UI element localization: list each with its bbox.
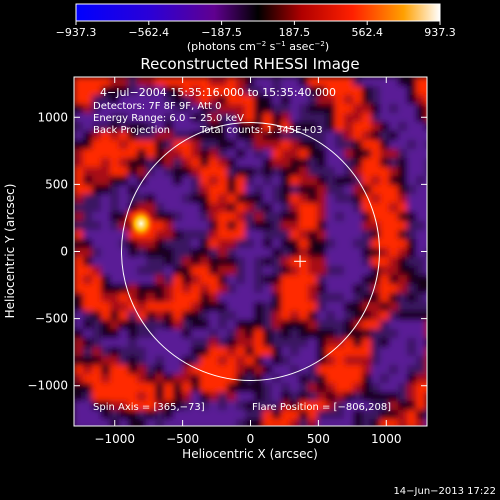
colorbar-tick-label: 187.5	[279, 26, 311, 39]
chart-title: Reconstructed RHESSI Image	[140, 55, 359, 73]
annotation-counts: Total counts: 1.345E+03	[199, 125, 323, 136]
y-tick-label: 500	[45, 177, 68, 191]
x-tick-label: 1000	[371, 432, 402, 446]
annotation-detectors: Detectors: 7F 8F 9F, Att 0	[93, 101, 221, 112]
x-tick-label: −1000	[94, 432, 135, 446]
colorbar-tick-label: −562.4	[128, 26, 169, 39]
annotation-spin-axis: Spin Axis = [365,−73]	[93, 402, 205, 413]
colorbar-tick-label: 937.3	[424, 26, 456, 39]
annotation-time-range: 4−Jul−2004 15:35:16.000 to 15:35:40.000	[100, 86, 336, 99]
y-axis-ticks: −1000 −500 0 500 1000	[27, 110, 427, 393]
y-tick-label: 0	[60, 245, 68, 259]
y-tick-label: −1000	[27, 379, 68, 393]
colorbar-unit: (photons cm−2 s−1 asec−2)	[187, 40, 329, 53]
y-tick-label: 1000	[37, 110, 68, 124]
colorbar	[75, 3, 441, 22]
colorbar-ticks: −937.3 −562.4 −187.5 187.5 562.4 937.3	[56, 21, 456, 39]
y-axis-label: Heliocentric Y (arcsec)	[3, 184, 17, 319]
colorbar-tick-label: −187.5	[201, 26, 242, 39]
footer-timestamp: 14−Jun−2013 17:22	[393, 486, 496, 497]
annotation-energy: Energy Range: 6.0 − 25.0 keV	[93, 113, 244, 124]
annotation-flare-position: Flare Position = [−806,208]	[252, 402, 391, 413]
colorbar-tick-label: 562.4	[351, 26, 383, 39]
colorbar-tick-label: −937.3	[56, 26, 97, 39]
annotation-method: Back Projection	[93, 125, 170, 136]
x-tick-label: −500	[166, 432, 199, 446]
solar-limb-circle	[121, 122, 380, 381]
bright-source	[127, 207, 156, 240]
heatmap-field	[74, 77, 427, 426]
x-tick-label: 0	[247, 432, 255, 446]
x-tick-label: 500	[307, 432, 330, 446]
y-tick-label: −500	[35, 312, 68, 326]
x-axis-label: Heliocentric X (arcsec)	[182, 447, 318, 461]
spin-axis-marker	[294, 255, 307, 268]
x-axis-ticks: −1000 −500 0 500 1000	[94, 77, 402, 446]
